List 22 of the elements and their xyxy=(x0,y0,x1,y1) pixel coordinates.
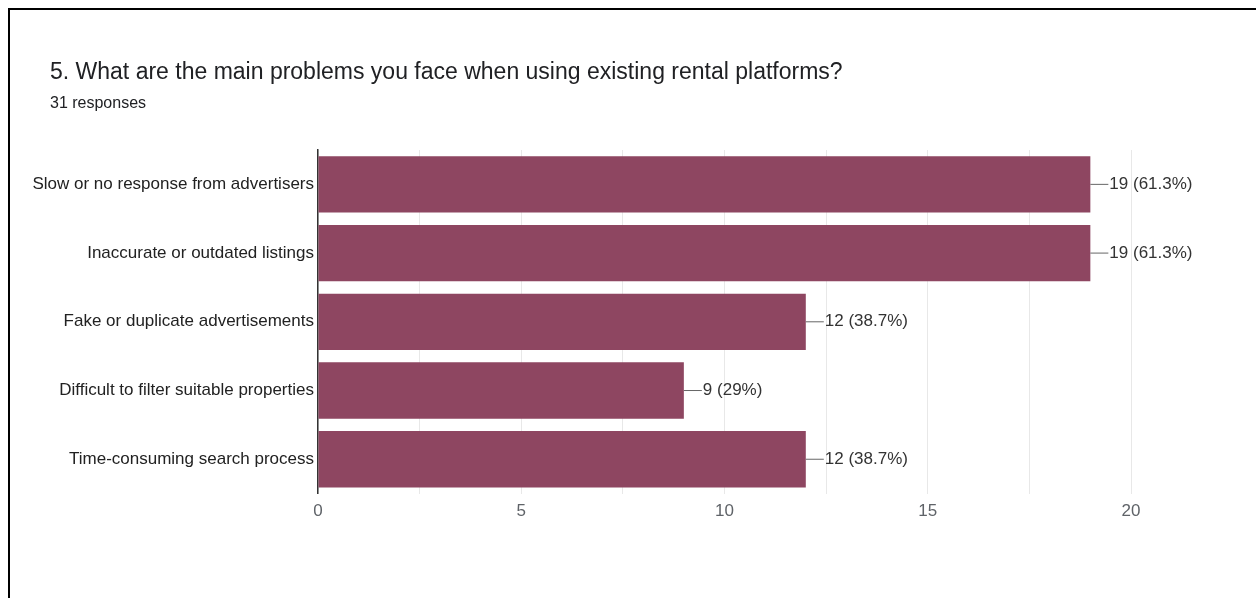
data-label: 9 (29%) xyxy=(702,380,763,400)
data-label: 12 (38.7%) xyxy=(824,311,908,331)
x-tick-label: 15 xyxy=(918,501,938,521)
bar xyxy=(318,224,1091,282)
x-tick-label: 20 xyxy=(1121,501,1141,521)
y-tick-label: Inaccurate or outdated listings xyxy=(87,242,314,262)
bar xyxy=(318,293,806,350)
y-tick-label: Difficult to filter suitable properties xyxy=(59,380,314,400)
text: 31 responses xyxy=(50,94,147,112)
chart-title: 5. What are the main problems you face when using existing rental platforms? xyxy=(50,58,843,85)
x-tick-label: 5 xyxy=(516,501,526,521)
bar xyxy=(318,431,806,488)
data-label: 12 (38.7%) xyxy=(824,448,908,468)
x-tick-label: 0 xyxy=(313,501,323,521)
bar xyxy=(318,362,684,419)
data-label: 19 (61.3%) xyxy=(1109,242,1193,262)
bar xyxy=(318,156,1091,213)
data-label: 19 (61.3%) xyxy=(1109,174,1193,194)
y-tick-label: Time-consuming search process xyxy=(68,448,314,468)
y-tick-label: Slow or no response from advertisers xyxy=(32,174,314,194)
x-tick-label: 10 xyxy=(715,501,734,521)
y-tick-label: Fake or duplicate advertisements xyxy=(63,311,314,331)
